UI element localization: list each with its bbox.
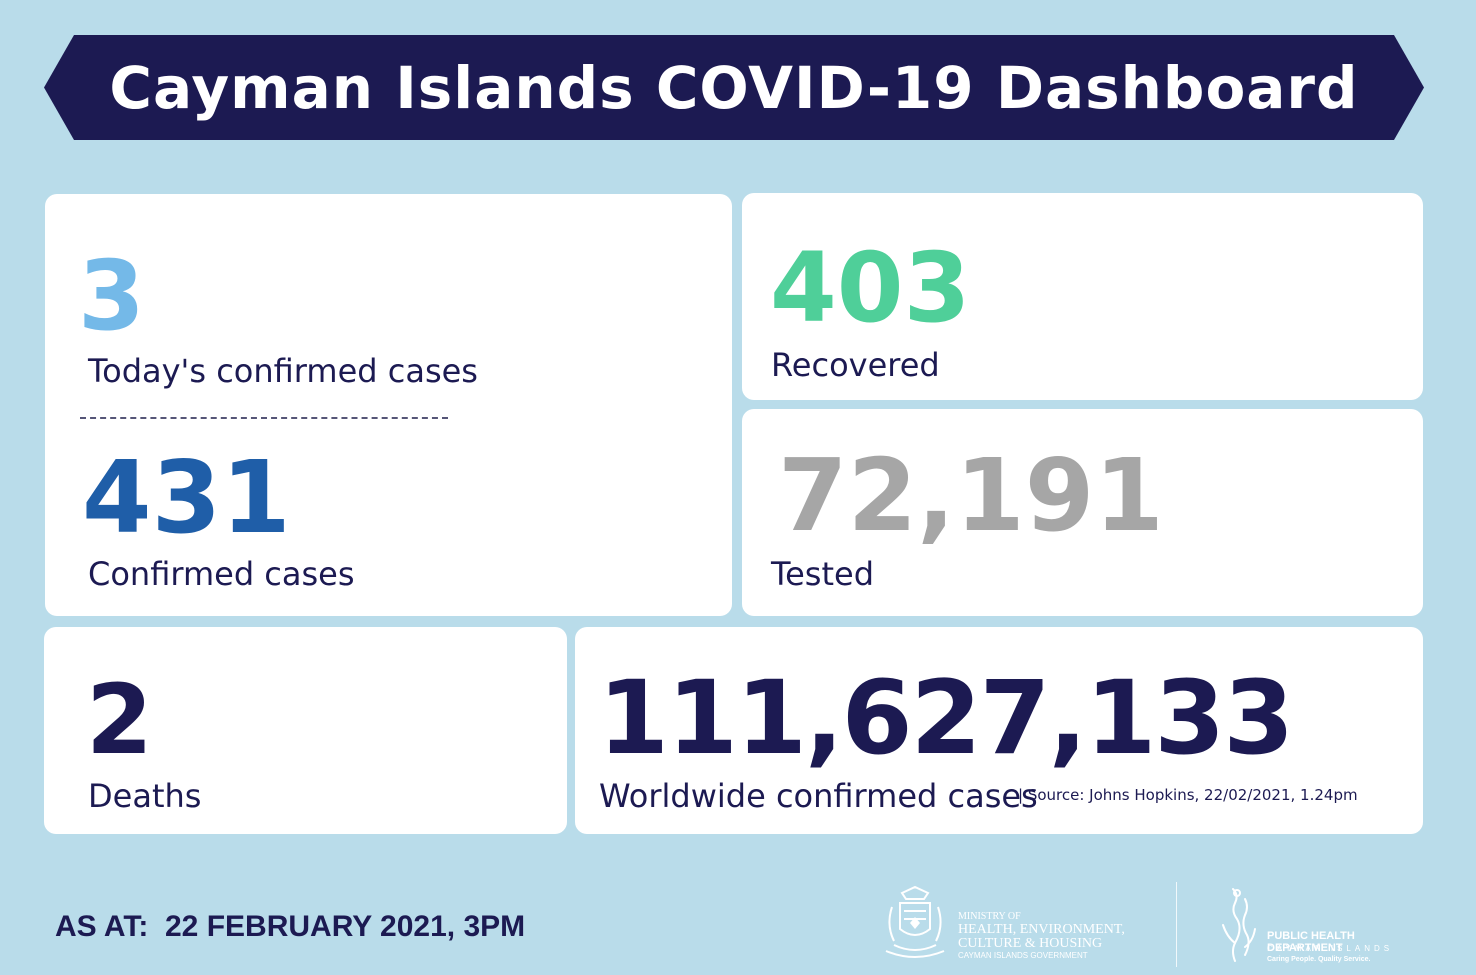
tested-label: Tested — [771, 555, 875, 593]
ministry-line-4: CAYMAN ISLANDS GOVERNMENT — [958, 951, 1088, 960]
ministry-logo: MINISTRY OF HEALTH, ENVIRONMENT, CULTURE… — [880, 885, 1140, 965]
recovered-label: Recovered — [771, 346, 940, 384]
worldwide-card — [575, 627, 1423, 834]
phd-line-1: PUBLIC HEALTH DEPARTMENT — [1267, 930, 1355, 954]
public-health-figure-icon — [1222, 888, 1256, 962]
confirmed-cases-value: 431 — [82, 439, 291, 556]
ministry-line-3: CULTURE & HOUSING — [958, 936, 1103, 951]
phd-logo: PUBLIC HEALTH DEPARTMENT CAYMAN ISLANDS … — [1215, 885, 1430, 967]
banner-shape — [44, 35, 1424, 140]
coat-of-arms-icon — [885, 885, 945, 958]
worldwide-value: 111,627,133 — [598, 659, 1294, 778]
logo-divider — [1176, 882, 1177, 967]
page-title: Cayman Islands COVID-19 Dashboard — [109, 53, 1359, 122]
worldwide-source: | Source: Johns Hopkins, 22/02/2021, 1.2… — [1018, 786, 1358, 804]
recovered-value: 403 — [770, 232, 971, 344]
cases-card — [45, 194, 732, 616]
deaths-card — [44, 627, 567, 834]
tested-value: 72,191 — [778, 437, 1164, 554]
title-banner: Cayman Islands COVID-19 Dashboard — [44, 35, 1424, 140]
today-cases-value: 3 — [78, 240, 145, 352]
card-divider — [80, 417, 448, 419]
ministry-line-2: HEALTH, ENVIRONMENT, — [958, 922, 1125, 937]
ministry-line-1: MINISTRY OF — [958, 911, 1021, 922]
phd-line-3: Caring People. Quality Service. — [1267, 956, 1371, 963]
deaths-label: Deaths — [88, 777, 202, 815]
confirmed-cases-label: Confirmed cases — [88, 555, 355, 593]
worldwide-label: Worldwide confirmed cases — [599, 777, 1038, 815]
recovered-card — [742, 193, 1423, 400]
tested-card — [742, 409, 1423, 616]
today-cases-label: Today's confirmed cases — [88, 352, 478, 390]
as-at-date: AS AT: 22 FEBRUARY 2021, 3PM — [55, 910, 526, 943]
phd-line-2: CAYMAN ISLANDS — [1267, 944, 1394, 953]
deaths-value: 2 — [86, 664, 153, 776]
